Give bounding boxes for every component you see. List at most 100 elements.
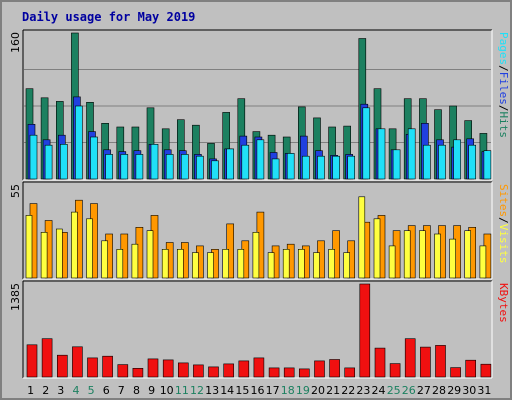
bar-pages-13	[211, 160, 219, 180]
bar-sites-26	[403, 230, 411, 279]
bar-sites-12	[192, 252, 199, 279]
x-tick-29: 29	[447, 384, 461, 397]
bar-sites-14	[222, 249, 229, 279]
bar-kbytes-10	[162, 359, 174, 378]
bar-sites-19	[297, 249, 305, 279]
bar-kbytes-29	[450, 367, 461, 378]
bar-sites-24	[373, 218, 381, 279]
bar-kbytes-16	[253, 357, 265, 378]
bar-kbytes-14	[223, 363, 234, 378]
bar-pages-29	[453, 139, 461, 180]
bar-pages-25	[392, 149, 401, 180]
bar-sites-20	[313, 252, 320, 279]
bar-sites-27	[419, 230, 426, 279]
bar-pages-6	[105, 154, 113, 180]
x-tick-13: 13	[205, 384, 219, 397]
panel-visitors: 55 Sites/Visits	[9, 181, 510, 280]
bar-pages-16	[256, 139, 265, 180]
x-tick-27: 27	[417, 384, 431, 397]
x-tick-11: 11	[175, 384, 189, 397]
bar-sites-9	[146, 230, 154, 279]
legend-entry: KBytes	[497, 283, 510, 323]
legend-bytes: KBytes	[497, 283, 510, 323]
bar-pages-21	[332, 155, 340, 180]
x-tick-9: 9	[148, 384, 155, 397]
bar-pages-19	[301, 155, 310, 180]
x-tick-16: 16	[251, 384, 265, 397]
bar-kbytes-27	[420, 346, 431, 378]
bar-sites-8	[131, 243, 139, 279]
bar-kbytes-15	[238, 360, 250, 378]
bar-pages-27	[423, 144, 431, 180]
bar-kbytes-23	[359, 283, 371, 378]
bar-kbytes-22	[344, 367, 356, 378]
x-tick-1: 1	[27, 384, 34, 397]
x-tick-21: 21	[326, 384, 340, 397]
bar-sites-17	[267, 252, 275, 279]
bar-sites-15	[237, 249, 245, 279]
y-max-label: 1385	[9, 283, 22, 311]
bar-kbytes-13	[208, 366, 219, 378]
bar-pages-1	[29, 134, 38, 180]
legend-entry: Pages	[497, 32, 510, 65]
legend-entry: Sites	[497, 184, 510, 217]
bar-pages-12	[196, 155, 204, 180]
bar-kbytes-19	[298, 368, 310, 378]
bar-kbytes-17	[268, 367, 280, 378]
legend-entry: Hits	[497, 112, 510, 139]
bar-sites-6	[101, 240, 108, 279]
x-tick-3: 3	[57, 384, 64, 397]
bar-kbytes-3	[56, 354, 68, 378]
bar-sites-16	[252, 232, 260, 279]
bar-pages-15	[241, 144, 250, 180]
bar-pages-2	[44, 144, 53, 180]
chart-title: Daily usage for May 2019	[22, 10, 195, 24]
bar-kbytes-26	[404, 338, 416, 378]
bar-sites-13	[207, 252, 214, 279]
bar-pages-28	[438, 144, 446, 180]
x-tick-30: 30	[462, 384, 476, 397]
bar-kbytes-28	[435, 345, 446, 378]
legend-entry: /	[497, 105, 510, 112]
bar-pages-22	[347, 155, 356, 180]
legend-entry: /	[497, 217, 510, 224]
bar-sites-30	[464, 230, 472, 279]
bar-pages-14	[226, 148, 234, 180]
x-tick-22: 22	[341, 384, 355, 397]
x-tick-8: 8	[133, 384, 140, 397]
bar-pages-5	[90, 136, 98, 180]
bar-sites-21	[328, 249, 335, 279]
bar-kbytes-2	[41, 338, 53, 378]
bar-sites-28	[434, 233, 441, 279]
x-tick-2: 2	[42, 384, 49, 397]
legend-entry: /	[497, 65, 510, 72]
bar-kbytes-8	[132, 367, 144, 378]
x-tick-19: 19	[296, 384, 310, 397]
bar-sites-4	[71, 211, 78, 279]
bar-kbytes-1	[26, 344, 38, 378]
y-max-label: 160	[9, 32, 22, 53]
bar-sites-2	[40, 232, 48, 279]
x-tick-5: 5	[88, 384, 95, 397]
bar-pages-31	[483, 150, 492, 180]
x-tick-17: 17	[266, 384, 280, 397]
legend-entry: Visits	[497, 224, 510, 264]
bar-pages-10	[165, 154, 174, 180]
bar-pages-30	[468, 144, 477, 180]
bar-kbytes-24	[374, 347, 386, 378]
panel-bytes: 1385 KBytes	[9, 280, 510, 379]
bar-pages-3	[59, 144, 68, 180]
bar-kbytes-5	[87, 357, 98, 378]
bar-sites-3	[55, 228, 63, 279]
x-tick-12: 12	[190, 384, 204, 397]
bar-kbytes-4	[72, 346, 83, 378]
bar-kbytes-11	[178, 362, 189, 378]
legend-visitors: Sites/Visits	[497, 184, 510, 264]
bar-pages-23	[362, 107, 371, 180]
bar-pages-4	[75, 105, 83, 180]
x-tick-18: 18	[281, 384, 295, 397]
x-tick-28: 28	[432, 384, 446, 397]
bar-pages-8	[135, 154, 144, 180]
bar-sites-25	[388, 245, 396, 279]
